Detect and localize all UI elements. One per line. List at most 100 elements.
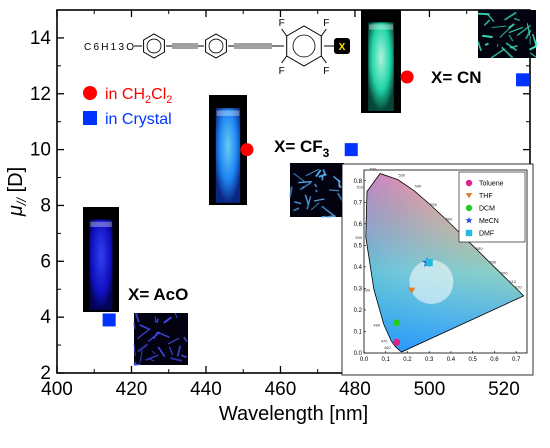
cuvette-cf3-meniscus (216, 110, 240, 116)
crystal-aco-shard (145, 354, 159, 361)
legend-label: in Crystal (105, 111, 172, 128)
benzene-ring-2-aromatic (208, 38, 224, 54)
y-tick-label: 4 (40, 307, 51, 328)
legend-label-part: Cl (151, 86, 166, 103)
crystal-cf3-shard (298, 181, 312, 184)
crystal-cn-shard (487, 13, 495, 23)
crystal-cn-shard (491, 25, 507, 29)
x-tick-label: 400 (41, 379, 73, 400)
cie-white-point (409, 259, 454, 304)
inset-x-tick-label: 0.3 (425, 357, 434, 363)
inset-x-tick-label: 0.5 (468, 357, 477, 363)
data-point-circle (400, 70, 414, 84)
inset-data-point (408, 287, 416, 294)
crystal-cf3-shard (314, 183, 318, 188)
crystal-aco-shard (149, 358, 155, 362)
inset-wavelength-label: 470 (381, 339, 388, 344)
crystal-aco-shard (137, 328, 151, 339)
inset-y-tick-label: 0.2 (354, 308, 363, 314)
crystal-aco-shard (181, 354, 187, 359)
inset-legend-label: Toluene (479, 181, 504, 188)
cf-bond (320, 55, 327, 64)
annotation-cf3-subscript: 3 (323, 146, 330, 160)
crystal-aco-shard (168, 346, 173, 356)
inset-x-tick-label: 0.1 (382, 357, 391, 363)
crystal-cf3-shard (293, 172, 305, 182)
inset-x-tick-label: 0.6 (490, 357, 499, 363)
inset-y-tick-label: 0.5 (354, 243, 363, 249)
crystal-cn-shard (526, 23, 531, 36)
annotation-cf3-text: X= CF (274, 137, 323, 156)
inset-wavelength-label: 510 (357, 185, 364, 190)
inset-wavelength-label: 550 (430, 202, 437, 207)
y-axis-title-subscript: // (14, 197, 29, 207)
crystal-aco-shard (133, 322, 136, 329)
crystal-cf3-shard (306, 196, 312, 210)
crystal-cf3-shard (310, 202, 320, 211)
cuvette-aco-meniscus (90, 221, 112, 227)
legend-label-subscript: 2 (166, 94, 172, 106)
crystal-cf3-shard (314, 189, 318, 193)
crystal-cn-shard (529, 45, 537, 51)
inset-legend-label: MeCN (479, 218, 499, 225)
fluoro-ring-aromatic (292, 34, 316, 58)
inset-plot-area (363, 169, 528, 354)
crystal-aco-shard (174, 312, 178, 319)
cie-inset: 0.0 0.1 0.2 0.3 0.4 0.5 0.6 0.7 0.0 0.1 0.2 0.3 0.4 0… (341, 163, 534, 376)
crystal-cn-shard (532, 33, 537, 45)
inset-y-tick-label: 0.6 (354, 222, 363, 228)
data-point-square (344, 143, 358, 157)
crystal-cn-shard (499, 26, 512, 39)
x-axis-title: Wavelength [nm] (219, 403, 368, 425)
y-tick-label: 12 (30, 84, 51, 105)
x-group-box (334, 38, 350, 54)
inset-data-point (393, 319, 401, 327)
crystal-cf3-shard (321, 205, 335, 217)
inset-y-tick-label: 0.4 (354, 265, 363, 271)
crystal-aco-shard (157, 346, 166, 357)
annotation-aco: X= AcO (128, 285, 188, 304)
crystal-cf3-shard (305, 168, 320, 176)
cuvette-aco-liquid (89, 219, 113, 310)
cf-bond (320, 28, 327, 37)
inset-wavelength-label: 490 (363, 287, 370, 292)
x-group-label: X (339, 42, 346, 53)
crystal-aco-shard (147, 331, 161, 343)
crystal-cn-shard (484, 42, 489, 46)
crystal-cn-shard (496, 44, 499, 47)
inset-y-tick-label: 0.8 (354, 179, 363, 185)
x-tick-label: 520 (488, 379, 520, 400)
crystal-aco-shard (139, 350, 143, 363)
crystal-cf3-shard (299, 182, 312, 191)
legend-marker-square (83, 111, 97, 125)
crystal-cf3-shard (313, 198, 325, 202)
y-tick-label: 6 (40, 251, 51, 272)
cie-locus (365, 173, 525, 353)
data-point-circle (240, 143, 254, 157)
fluorine-atom: F (279, 66, 285, 77)
legend-label: in CH2Cl2 (105, 86, 172, 106)
crystal-aco-shard (176, 345, 182, 357)
fluorine-atom: F (323, 66, 329, 77)
data-points (102, 70, 530, 327)
x-tick-label: 480 (339, 379, 371, 400)
inset-wavelength-label: 480 (373, 322, 380, 327)
decor-group (83, 10, 537, 366)
crystal-cf3-shard (304, 194, 310, 205)
crystal-cn-shard (477, 12, 490, 16)
inset-wavelength-label: 590 (490, 260, 497, 265)
inset-wavelength-label: 560 (446, 217, 453, 222)
legend: in CH2Cl2 in Crystal (83, 86, 172, 128)
crystal-aco-shard (167, 337, 180, 345)
inset-x-tick-label: 0.0 (360, 357, 369, 363)
crystal-aco-shard (170, 357, 183, 362)
benzene-ring-2 (205, 33, 227, 59)
x-tick-label: 420 (116, 379, 148, 400)
crystal-cn-shard (513, 17, 521, 22)
inset-legend-marker (465, 216, 473, 224)
y-tick-label: 2 (40, 363, 51, 384)
inset-wavelength-label: 580 (476, 246, 483, 251)
y-tick-label: 14 (30, 28, 52, 49)
